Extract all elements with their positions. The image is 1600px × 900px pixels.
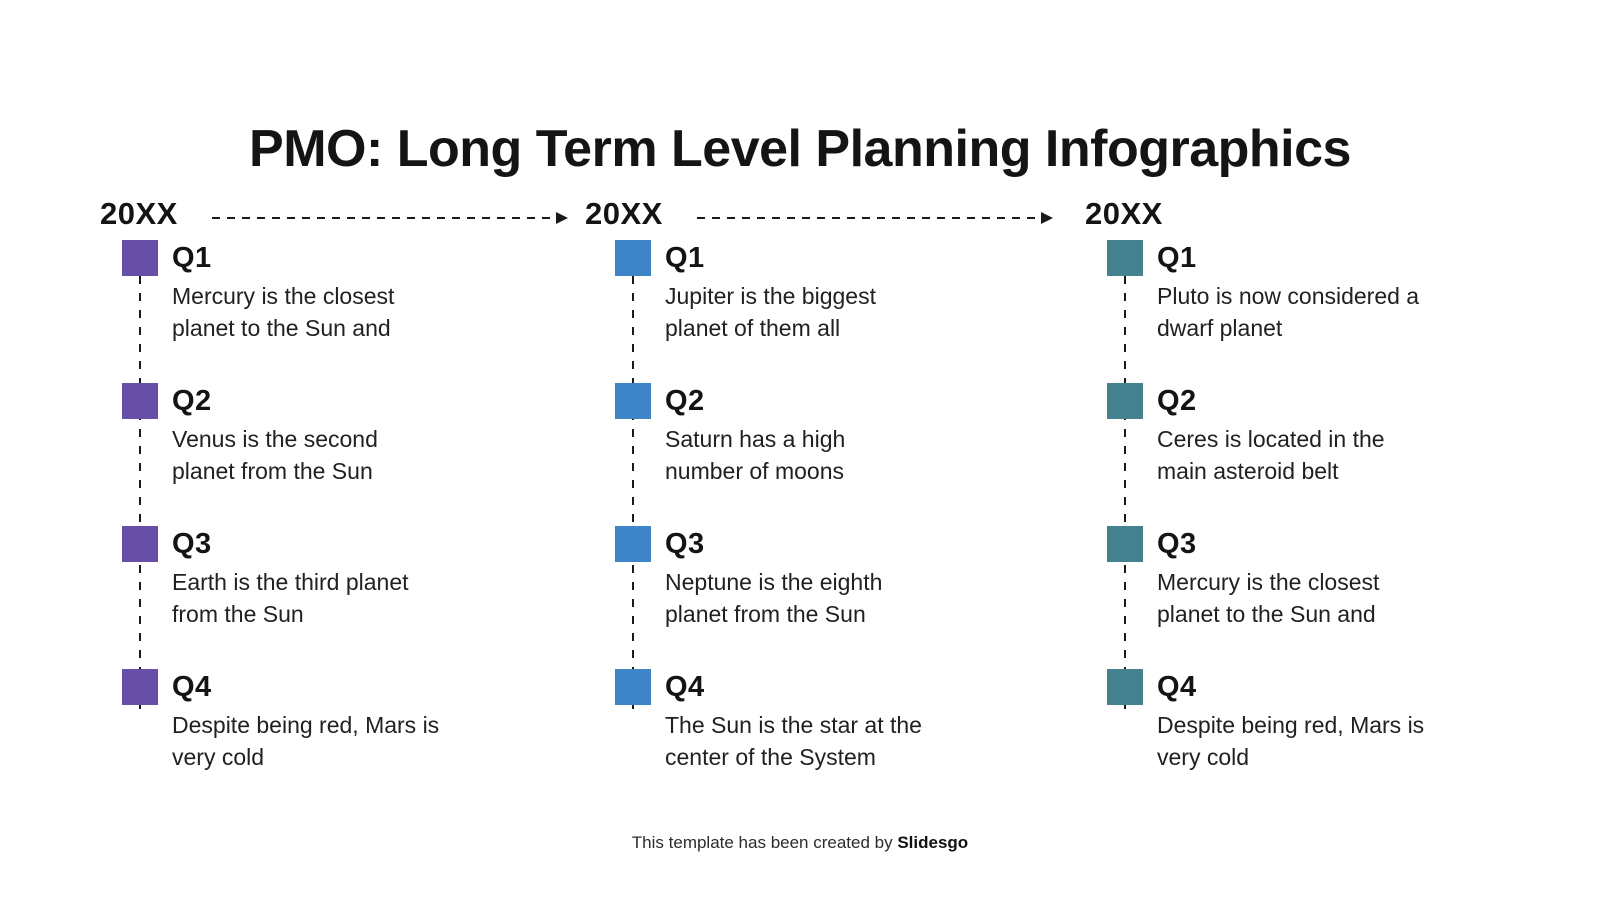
quarter-label: Q4	[665, 670, 705, 703]
footer-credit: This template has been created by Slides…	[0, 833, 1600, 853]
quarter-description: Ceres is located in the main asteroid be…	[1157, 426, 1385, 484]
timeline-item: Q1 Pluto is now considered a dwarf plane…	[1107, 240, 1537, 344]
quarter-description: Earth is the third planet from the Sun	[172, 569, 409, 627]
quarter-description: Neptune is the eighth planet from the Su…	[665, 569, 883, 627]
quarter-marker-square	[615, 240, 651, 276]
timeline-line	[139, 242, 141, 716]
quarter-label: Q1	[1157, 241, 1197, 274]
timeline-item: Q1 Jupiter is the biggest planet of them…	[615, 240, 1045, 344]
quarter-marker-square	[122, 240, 158, 276]
timeline-item: Q2 Saturn has a high number of moons	[615, 383, 1045, 487]
quarter-marker-square	[615, 669, 651, 705]
quarter-marker-square	[615, 526, 651, 562]
timeline-item: Q4 Despite being red, Mars is very cold	[122, 669, 552, 773]
timeline-column-3: Q1 Pluto is now considered a dwarf plane…	[1107, 240, 1537, 812]
timeline-arrow-2	[697, 212, 1053, 224]
year-label-1: 20XX	[100, 196, 178, 231]
arrow-head-icon	[556, 212, 568, 224]
quarter-label: Q1	[665, 241, 705, 274]
timeline-item: Q4 The Sun is the star at the center of …	[615, 669, 1045, 773]
quarter-description: Despite being red, Mars is very cold	[1157, 712, 1425, 770]
timeline-item: Q3 Mercury is the closest planet to the …	[1107, 526, 1537, 630]
timeline-item: Q3 Earth is the third planet from the Su…	[122, 526, 552, 630]
quarter-description: The Sun is the star at the center of the…	[665, 712, 922, 770]
timeline-item: Q4 Despite being red, Mars is very cold	[1107, 669, 1537, 773]
year-label-3: 20XX	[1085, 196, 1163, 231]
quarter-marker-square	[1107, 383, 1143, 419]
quarter-description: Jupiter is the biggest planet of them al…	[665, 283, 876, 341]
footer-credit-text: This template has been created by	[631, 833, 898, 852]
brand-name: Slidesgo	[897, 833, 969, 852]
quarter-label: Q3	[172, 527, 212, 560]
quarter-description: Pluto is now considered a dwarf planet	[1157, 283, 1420, 341]
quarter-description: Mercury is the closest planet to the Sun…	[172, 283, 395, 341]
quarter-marker-square	[1107, 669, 1143, 705]
quarter-description: Despite being red, Mars is very cold	[172, 712, 440, 770]
quarter-description: Mercury is the closest planet to the Sun…	[1157, 569, 1380, 627]
arrow-head-icon	[1041, 212, 1053, 224]
timeline-column-1: Q1 Mercury is the closest planet to the …	[122, 240, 552, 812]
quarter-marker-square	[1107, 240, 1143, 276]
timeline-item: Q2 Ceres is located in the main asteroid…	[1107, 383, 1537, 487]
quarter-marker-square	[1107, 526, 1143, 562]
quarter-label: Q2	[172, 384, 212, 417]
year-label-2: 20XX	[585, 196, 663, 231]
quarter-marker-square	[122, 383, 158, 419]
timeline-line	[1124, 242, 1126, 716]
quarter-label: Q2	[1157, 384, 1197, 417]
timeline-column-2: Q1 Jupiter is the biggest planet of them…	[615, 240, 1045, 812]
quarter-label: Q2	[665, 384, 705, 417]
timeline-arrow-1	[212, 212, 568, 224]
timeline-item: Q2 Venus is the second planet from the S…	[122, 383, 552, 487]
quarter-label: Q4	[172, 670, 212, 703]
quarter-marker-square	[615, 383, 651, 419]
quarter-description: Saturn has a high number of moons	[665, 426, 846, 484]
quarter-label: Q3	[1157, 527, 1197, 560]
quarter-description: Venus is the second planet from the Sun	[172, 426, 378, 484]
quarter-label: Q4	[1157, 670, 1197, 703]
page-title: PMO: Long Term Level Planning Infographi…	[249, 119, 1351, 178]
timeline-line	[632, 242, 634, 716]
quarter-label: Q1	[172, 241, 212, 274]
quarter-label: Q3	[665, 527, 705, 560]
quarter-marker-square	[122, 526, 158, 562]
timeline-item: Q1 Mercury is the closest planet to the …	[122, 240, 552, 344]
timeline-item: Q3 Neptune is the eighth planet from the…	[615, 526, 1045, 630]
quarter-marker-square	[122, 669, 158, 705]
